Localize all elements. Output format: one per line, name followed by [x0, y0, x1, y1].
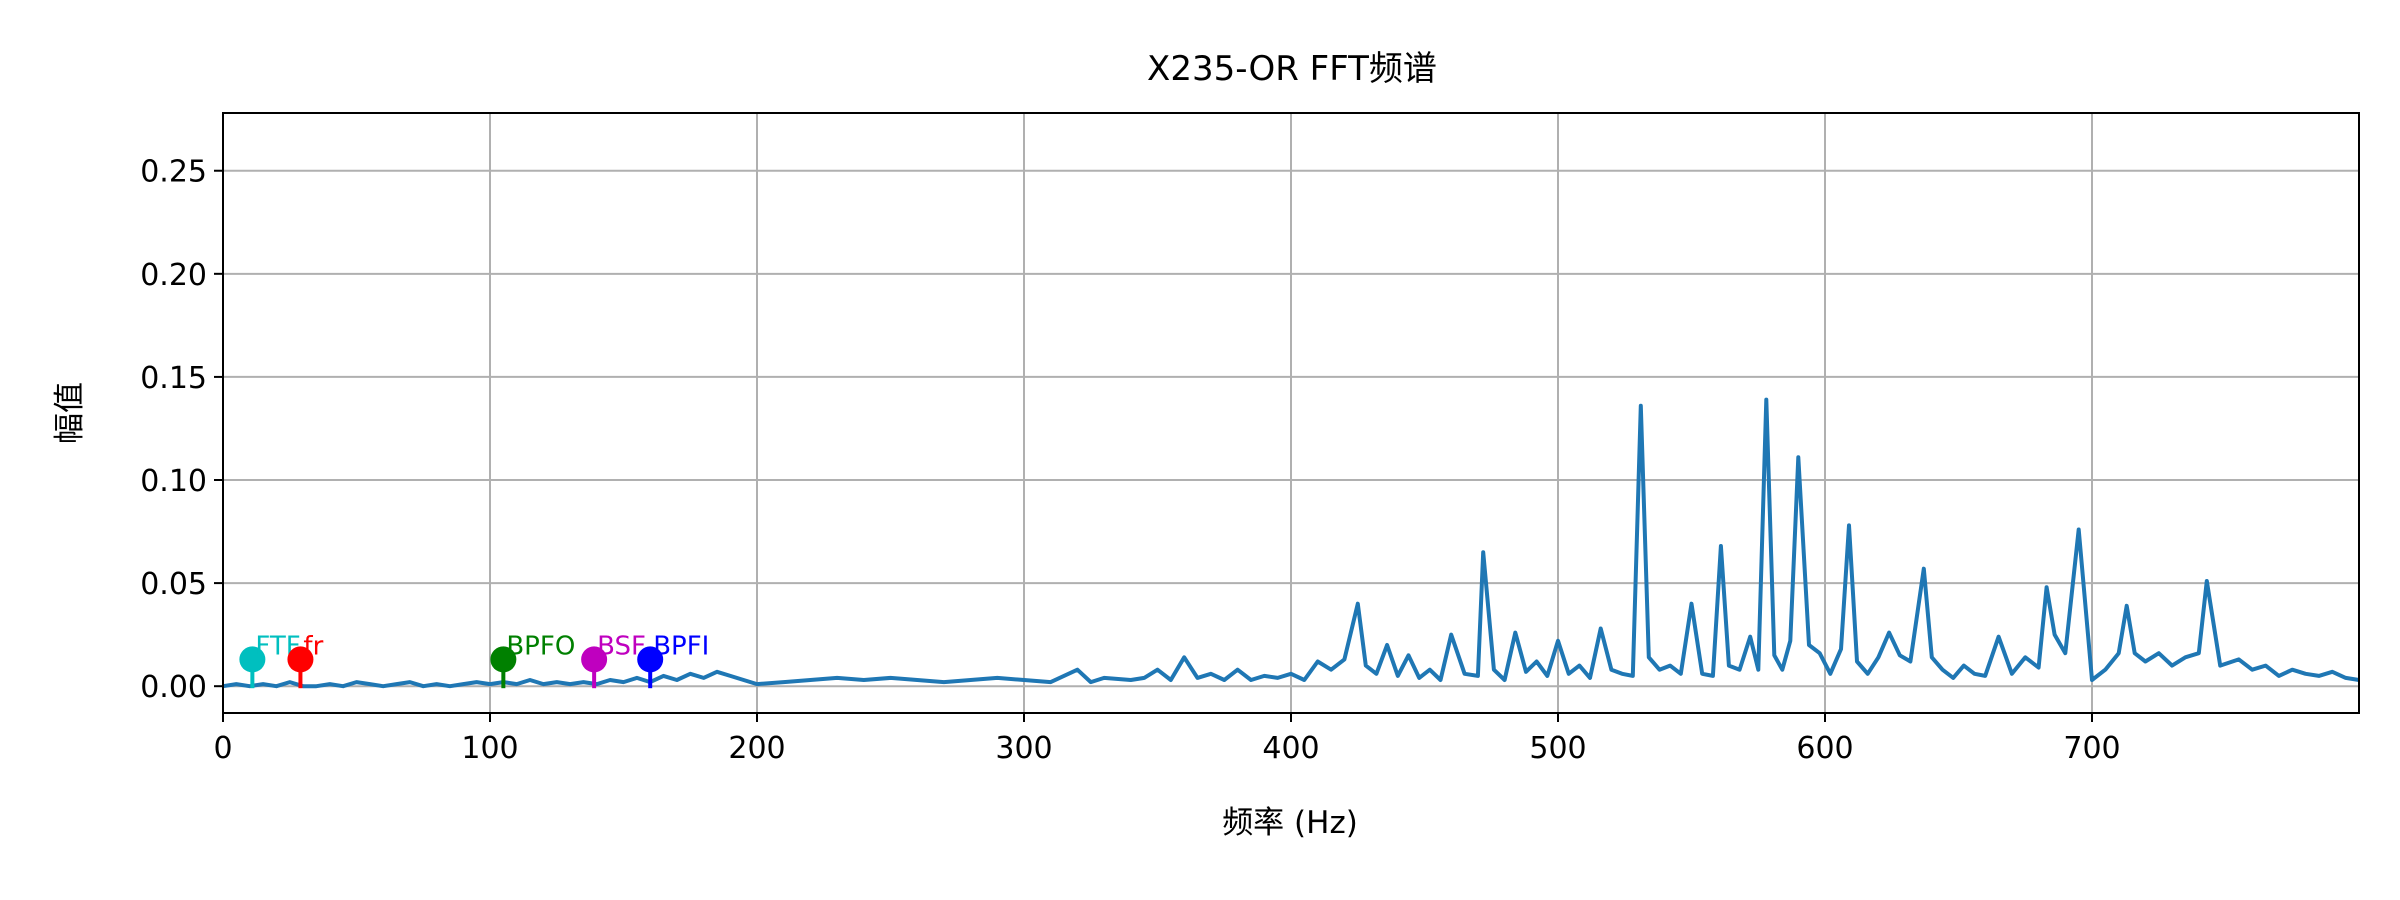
marker-bpfo: BPFO	[490, 631, 575, 689]
y-axis-label: 幅值	[52, 382, 88, 444]
x-axis-label: 频率 (Hz)	[1222, 805, 1358, 841]
marker-label: fr	[303, 631, 323, 661]
y-tick-label: 0.10	[140, 464, 207, 499]
plot-area: FTF fr BPFO BSF BPFI	[222, 397, 2360, 689]
y-tick-label: 0.20	[140, 258, 207, 293]
marker-dot	[490, 646, 517, 673]
marker-dot	[287, 646, 314, 673]
grid	[222, 113, 2359, 713]
marker-label: BPFI	[653, 631, 709, 661]
x-tick-label: 400	[1262, 731, 1319, 766]
y-tick-label: 0.25	[140, 155, 207, 190]
marker-bsf: BSF	[581, 631, 646, 689]
marker-bpfi: BPFI	[637, 631, 709, 689]
marker-fr: fr	[287, 631, 324, 689]
y-tick-label: 0.00	[140, 670, 207, 705]
x-axis: 0 100 200 300 400 500 600 700	[213, 713, 2121, 766]
marker-dot	[637, 646, 664, 673]
marker-dot	[581, 646, 608, 673]
x-tick-label: 200	[728, 731, 785, 766]
chart-title: X235-OR FFT频谱	[1147, 49, 1437, 89]
x-tick-label: 100	[461, 731, 518, 766]
marker-dot	[239, 646, 266, 673]
spectrum-line	[222, 397, 2360, 689]
marker-label: BPFO	[506, 631, 575, 661]
y-axis: 0.00 0.05 0.10 0.15 0.20 0.25	[140, 155, 223, 705]
x-tick-label: 600	[1796, 731, 1853, 766]
y-tick-label: 0.15	[140, 361, 207, 396]
x-tick-label: 700	[2063, 731, 2120, 766]
x-tick-label: 0	[213, 731, 232, 766]
x-tick-label: 500	[1529, 731, 1586, 766]
x-tick-label: 300	[995, 731, 1052, 766]
y-tick-label: 0.05	[140, 567, 207, 602]
